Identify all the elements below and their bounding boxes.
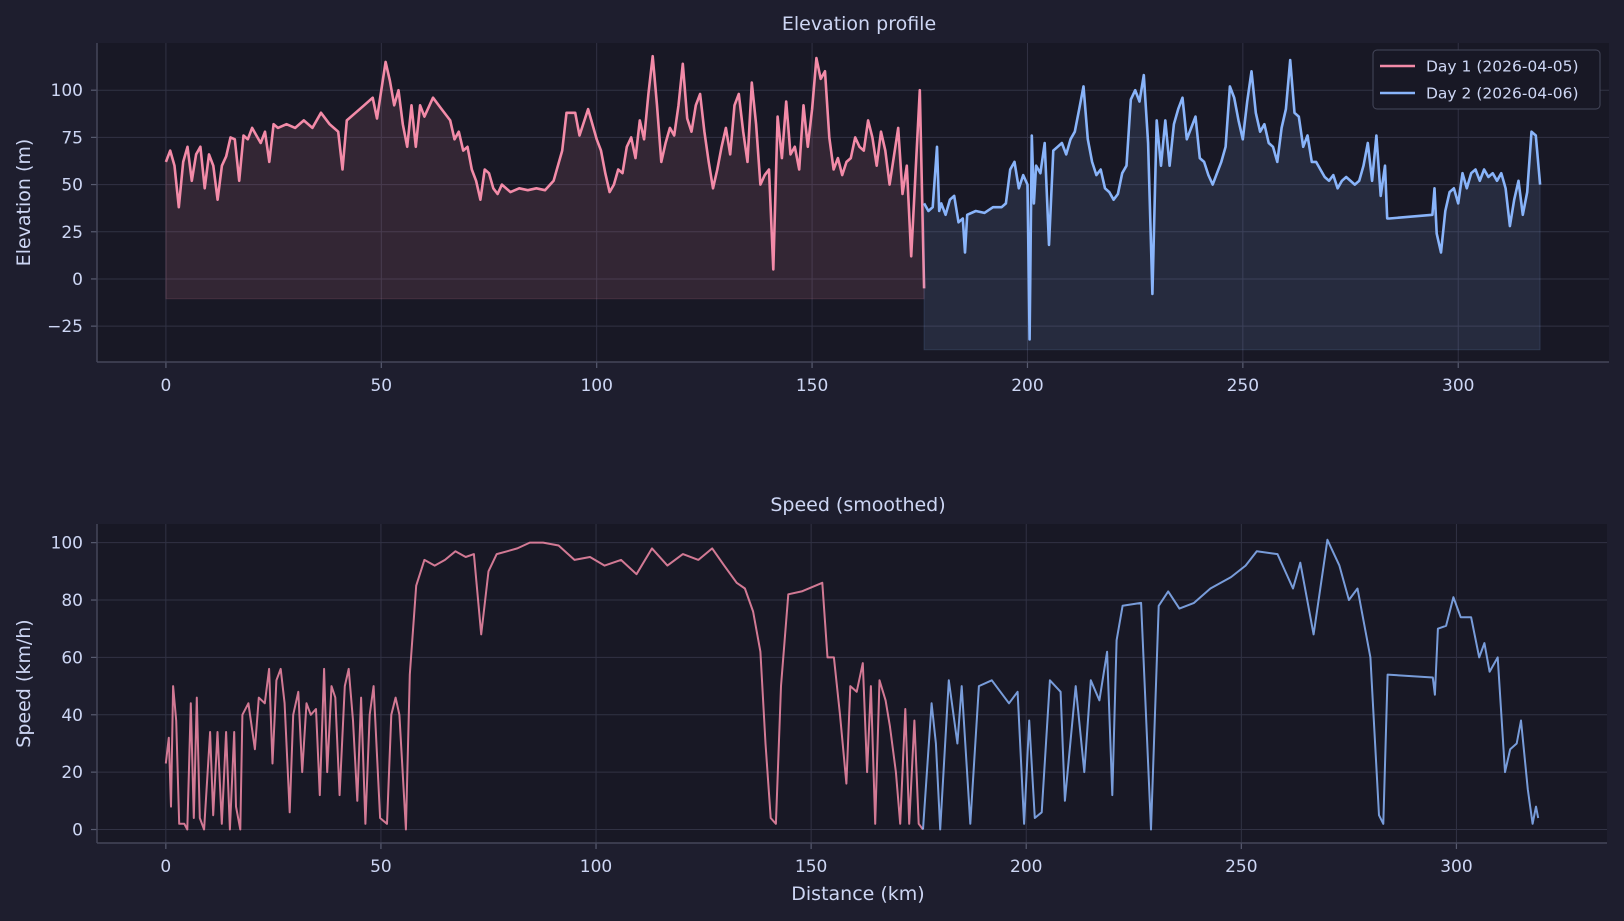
x-tick-label: 150 (795, 857, 827, 877)
x-axis-label: Distance (km) (791, 883, 924, 905)
x-tick-label: 300 (1440, 857, 1472, 877)
y-tick-label: 100 (51, 534, 83, 554)
y-tick-label: 0 (72, 270, 83, 290)
x-tick-label: 50 (370, 857, 392, 877)
y-axis-label: Speed (km/h) (13, 619, 35, 747)
legend-box (1372, 49, 1601, 110)
y-tick-label: 75 (61, 128, 83, 148)
y-axis-label: Elevation (m) (13, 139, 35, 267)
elevation-panel: 0 50 100 150 200 250 300 −25 0 25 50 75 100 Elevation… (13, 13, 1609, 396)
series-line-day2 (922, 538, 1540, 831)
series-line-day1 (164, 54, 926, 289)
y-tick-label: 0 (72, 821, 83, 841)
y-tick-label: 60 (61, 648, 83, 668)
x-tick-label: 250 (1225, 857, 1257, 877)
legend-label-day2: Day 2 (2026-04-06) (1426, 85, 1579, 103)
x-tick-label: 300 (1442, 376, 1474, 396)
x-tick-label: 0 (161, 376, 172, 396)
x-tick-label: 200 (1010, 857, 1042, 877)
x-tick-label: 100 (580, 857, 612, 877)
y-tick-label: −25 (47, 317, 83, 337)
x-tick-label: 200 (1011, 376, 1043, 396)
legend: Day 1 (2026-04-05) Day 2 (2026-04-06) (1372, 49, 1601, 110)
chart-title: Elevation profile (782, 13, 936, 35)
x-tick-label: 50 (370, 376, 392, 396)
x-tick-label: 0 (160, 857, 171, 877)
speed-panel: 0 50 100 150 200 250 300 0 20 40 60 80 100 Speed (smo… (13, 494, 1607, 905)
x-tick-label: 150 (796, 376, 828, 396)
chart-title: Speed (smoothed) (770, 494, 945, 516)
plot-area (97, 43, 1609, 362)
y-tick-label: 20 (61, 763, 83, 783)
y-tick-label: 25 (61, 223, 83, 243)
plot-area (97, 524, 1607, 843)
legend-label-day1: Day 1 (2026-04-05) (1426, 58, 1579, 76)
x-tick-label: 100 (580, 376, 612, 396)
series-line-day2 (922, 58, 1542, 341)
y-tick-label: 100 (51, 81, 83, 101)
y-tick-label: 80 (61, 591, 83, 611)
y-tick-label: 50 (61, 176, 83, 196)
x-tick-label: 250 (1227, 376, 1259, 396)
y-tick-label: 40 (61, 706, 83, 726)
series-line-day1 (164, 541, 924, 831)
